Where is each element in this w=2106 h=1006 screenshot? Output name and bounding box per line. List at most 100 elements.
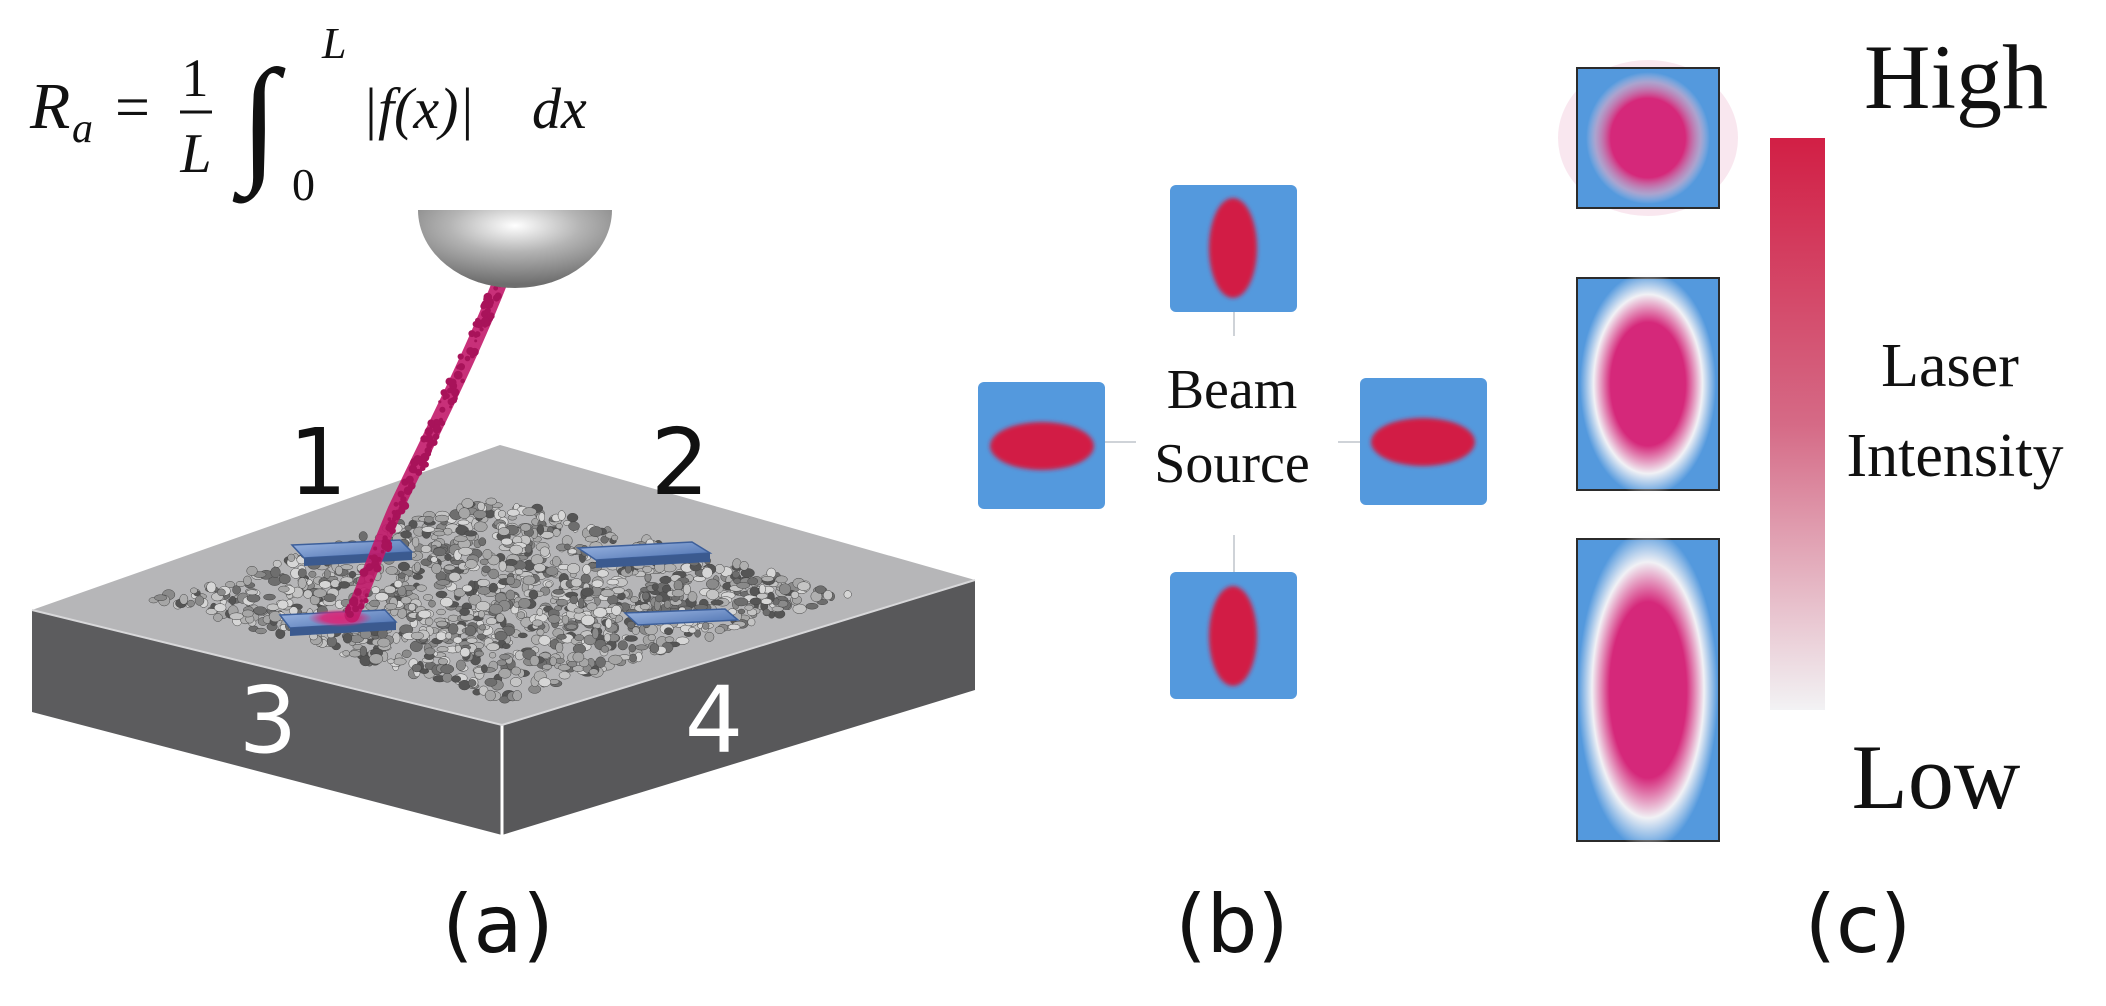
powder-grain bbox=[444, 553, 452, 561]
powder-grain bbox=[792, 603, 807, 614]
beam-speckle bbox=[370, 554, 379, 562]
beam-speckle bbox=[415, 468, 423, 476]
powder-grain bbox=[542, 663, 553, 670]
powder-grain bbox=[440, 597, 454, 608]
powder-grain bbox=[434, 514, 449, 523]
powder-grain bbox=[494, 630, 508, 641]
powder-grain bbox=[278, 585, 290, 593]
intensity-tile-bottom bbox=[1576, 530, 1720, 850]
high-label: High bbox=[1864, 26, 2048, 128]
powder-grain bbox=[412, 573, 423, 580]
powder-grain bbox=[631, 626, 640, 635]
powder-grain bbox=[270, 566, 281, 578]
powder-grain bbox=[489, 652, 497, 659]
powder-grain bbox=[617, 640, 628, 651]
powder-grain bbox=[517, 632, 528, 639]
beam-speckle bbox=[398, 500, 404, 507]
powder-grain bbox=[194, 595, 205, 606]
powder-grain bbox=[498, 668, 512, 679]
powder-grain bbox=[466, 637, 478, 644]
powder-grain bbox=[554, 605, 563, 611]
powder-grain bbox=[458, 507, 471, 519]
powder-grain bbox=[476, 633, 486, 640]
beam-speckle bbox=[424, 427, 433, 436]
powder-grain bbox=[392, 632, 401, 644]
powder-grain bbox=[323, 569, 331, 579]
powder-grain bbox=[628, 644, 637, 653]
powder-grain bbox=[558, 671, 571, 680]
powder-grain bbox=[727, 623, 741, 631]
powder-grain bbox=[511, 666, 521, 676]
powder-grain bbox=[308, 570, 317, 578]
beam-source-line1: Beam bbox=[1167, 359, 1298, 421]
beam-speckle bbox=[432, 433, 440, 440]
powder-grain bbox=[437, 658, 448, 665]
powder-grain bbox=[561, 614, 570, 625]
powder-grain bbox=[213, 613, 223, 622]
powder-grain bbox=[464, 530, 478, 537]
powder-grain bbox=[414, 561, 421, 573]
powder-grain bbox=[737, 608, 746, 615]
powder-grain bbox=[479, 558, 489, 566]
powder-grain bbox=[778, 583, 792, 595]
powder-grain bbox=[714, 564, 725, 574]
powder-grain bbox=[255, 627, 267, 635]
powder-grain bbox=[477, 501, 486, 511]
powder-grain bbox=[732, 570, 740, 579]
pad-3 bbox=[278, 609, 398, 636]
powder-grain bbox=[484, 689, 496, 702]
powder-grain bbox=[557, 510, 566, 521]
powder-grain bbox=[509, 544, 523, 555]
powder-grain bbox=[592, 622, 602, 629]
powder-grain bbox=[229, 595, 237, 606]
powder-grain bbox=[586, 602, 598, 611]
powder-grain bbox=[246, 594, 261, 603]
powder-grain bbox=[447, 623, 459, 635]
powder-grain bbox=[574, 634, 585, 642]
powder-grain bbox=[242, 609, 254, 618]
powder-grain bbox=[771, 606, 784, 612]
powder-grain bbox=[536, 524, 545, 535]
powder-grain bbox=[484, 677, 498, 687]
powder-grain bbox=[659, 576, 672, 584]
beam-speckle bbox=[483, 296, 490, 303]
powder-grain bbox=[468, 679, 477, 687]
powder-grain bbox=[760, 598, 773, 605]
powder-grain bbox=[348, 570, 357, 579]
powder-grain bbox=[747, 577, 759, 586]
powder-grain bbox=[488, 603, 503, 615]
powder-grain bbox=[444, 564, 456, 571]
spot-label-4: 4 bbox=[685, 667, 744, 774]
powder-grain bbox=[278, 574, 291, 585]
roughness-formula: R a = 1 L ∫ L 0 |f(x)| dx bbox=[29, 19, 587, 210]
formula-frac-num: 1 bbox=[182, 48, 209, 108]
powder-grain bbox=[568, 521, 580, 531]
powder-grain bbox=[430, 556, 438, 563]
powder-grain bbox=[749, 597, 762, 606]
powder-grain bbox=[538, 635, 551, 646]
powder-grain bbox=[246, 565, 258, 576]
powder-grain bbox=[481, 664, 488, 674]
powder-grain bbox=[682, 583, 691, 596]
powder-grain bbox=[506, 576, 516, 585]
powder-grain bbox=[486, 642, 500, 651]
laser-spot bbox=[308, 609, 372, 627]
powder-grain bbox=[473, 509, 487, 519]
powder-grain bbox=[775, 575, 788, 584]
powder-grain bbox=[530, 554, 544, 566]
powder-grain bbox=[462, 584, 473, 593]
powder-grain bbox=[206, 581, 217, 593]
powder-grain bbox=[714, 626, 725, 634]
beam-speckle bbox=[479, 327, 484, 332]
powder-grain bbox=[505, 589, 516, 601]
powder-grain bbox=[538, 512, 546, 522]
powder-grain bbox=[385, 566, 398, 575]
powder-grain bbox=[272, 559, 282, 568]
beam-speckle bbox=[449, 405, 453, 409]
powder-grain bbox=[474, 650, 484, 657]
beam-speckle bbox=[476, 321, 484, 329]
powder-grain bbox=[303, 589, 313, 599]
beam-speckle bbox=[397, 490, 405, 498]
powder-grain bbox=[477, 578, 490, 587]
